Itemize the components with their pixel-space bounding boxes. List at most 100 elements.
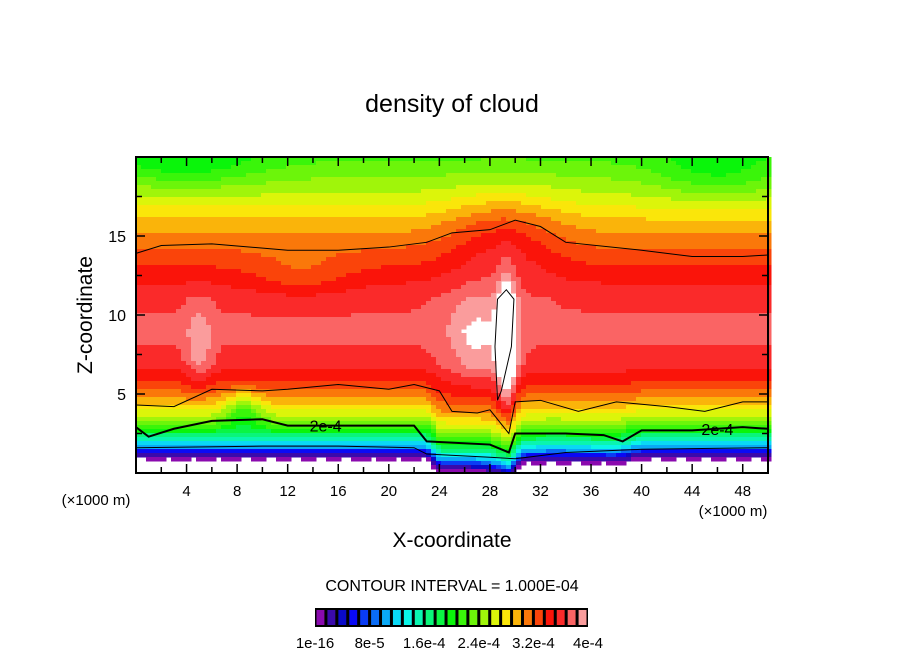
contour-cell: [296, 229, 302, 234]
contour-cell: [226, 265, 232, 270]
contour-cell: [646, 237, 652, 242]
contour-cell: [276, 189, 282, 194]
contour-cell: [286, 277, 292, 282]
contour-cell: [626, 277, 632, 282]
contour-cell: [216, 169, 222, 174]
contour-cell: [436, 253, 442, 258]
contour-cell: [386, 181, 392, 186]
contour-cell: [446, 173, 452, 178]
contour-cell: [696, 161, 702, 166]
contour-cell: [461, 277, 467, 282]
contour-cell: [186, 241, 192, 246]
contour-cell: [251, 169, 257, 174]
contour-cell: [226, 221, 232, 226]
contour-cell: [461, 169, 467, 174]
contour-cell: [686, 221, 692, 226]
contour-cell: [226, 285, 232, 290]
contour-cell: [621, 177, 627, 182]
contour-cell: [296, 289, 302, 294]
contour-cell: [401, 229, 407, 234]
contour-cell: [531, 245, 537, 250]
contour-cell: [481, 201, 487, 206]
contour-cell: [466, 277, 472, 282]
contour-cell: [631, 161, 637, 166]
contour-cell: [486, 221, 492, 226]
contour-cell: [571, 221, 577, 226]
contour-cell: [481, 185, 487, 190]
contour-cell: [466, 213, 472, 218]
contour-cell: [681, 217, 687, 222]
contour-cell: [181, 309, 187, 314]
contour-cell: [556, 281, 562, 286]
contour-cell: [716, 213, 722, 218]
contour-cell: [416, 265, 422, 270]
contour-cell: [746, 181, 752, 186]
contour-cell: [276, 269, 282, 274]
contour-cell: [211, 201, 217, 206]
contour-cell: [746, 185, 752, 190]
contour-cell: [581, 309, 587, 314]
contour-cell: [481, 289, 487, 294]
contour-cell: [326, 161, 332, 166]
contour-cell: [536, 261, 542, 266]
contour-cell: [736, 221, 742, 226]
contour-cell: [191, 189, 197, 194]
contour-cell: [631, 201, 637, 206]
contour-cell: [401, 221, 407, 226]
contour-cell: [581, 265, 587, 270]
contour-cell: [271, 181, 277, 186]
contour-cell: [441, 165, 447, 170]
contour-cell: [381, 241, 387, 246]
contour-cell: [416, 157, 422, 162]
contour-cell: [541, 193, 547, 198]
contour-cell: [381, 285, 387, 290]
contour-cell: [286, 177, 292, 182]
contour-cell: [391, 297, 397, 302]
contour-cell: [441, 261, 447, 266]
contour-cell: [396, 169, 402, 174]
contour-cell: [396, 161, 402, 166]
contour-cell: [276, 257, 282, 262]
contour-cell: [631, 209, 637, 214]
contour-cell: [326, 225, 332, 230]
contour-cell: [731, 181, 737, 186]
contour-cell: [216, 285, 222, 290]
contour-cell: [566, 289, 572, 294]
contour-cell: [741, 237, 747, 242]
contour-cell: [526, 173, 532, 178]
contour-cell: [581, 257, 587, 262]
contour-cell: [326, 169, 332, 174]
contour-cell: [201, 157, 207, 162]
contour-cell: [506, 193, 512, 198]
contour-cell: [441, 269, 447, 274]
contour-cell: [231, 157, 237, 162]
contour-cell: [296, 221, 302, 226]
contour-cell: [571, 157, 577, 162]
contour-cell: [181, 273, 187, 278]
contour-cell: [436, 265, 442, 270]
contour-cell: [456, 221, 462, 226]
contour-cell: [411, 229, 417, 234]
contour-cell: [416, 297, 422, 302]
contour-cell: [441, 277, 447, 282]
contour-cell: [551, 277, 557, 282]
contour-cell: [741, 293, 747, 298]
contour-cell: [191, 309, 197, 314]
contour-cell: [556, 233, 562, 238]
contour-cell: [186, 229, 192, 234]
contour-cell: [486, 297, 492, 302]
contour-cell: [741, 225, 747, 230]
contour-cell: [676, 281, 682, 286]
contour-cell: [691, 209, 697, 214]
contour-cell: [341, 249, 347, 254]
contour-cell: [711, 169, 717, 174]
contour-cell: [361, 169, 367, 174]
contour-cell: [711, 209, 717, 214]
contour-cell: [396, 197, 402, 202]
contour-cell: [676, 261, 682, 266]
contour-cell: [731, 269, 737, 274]
contour-cell: [751, 177, 757, 182]
contour-cell: [506, 249, 512, 254]
contour-cell: [291, 169, 297, 174]
contour-cell: [461, 177, 467, 182]
